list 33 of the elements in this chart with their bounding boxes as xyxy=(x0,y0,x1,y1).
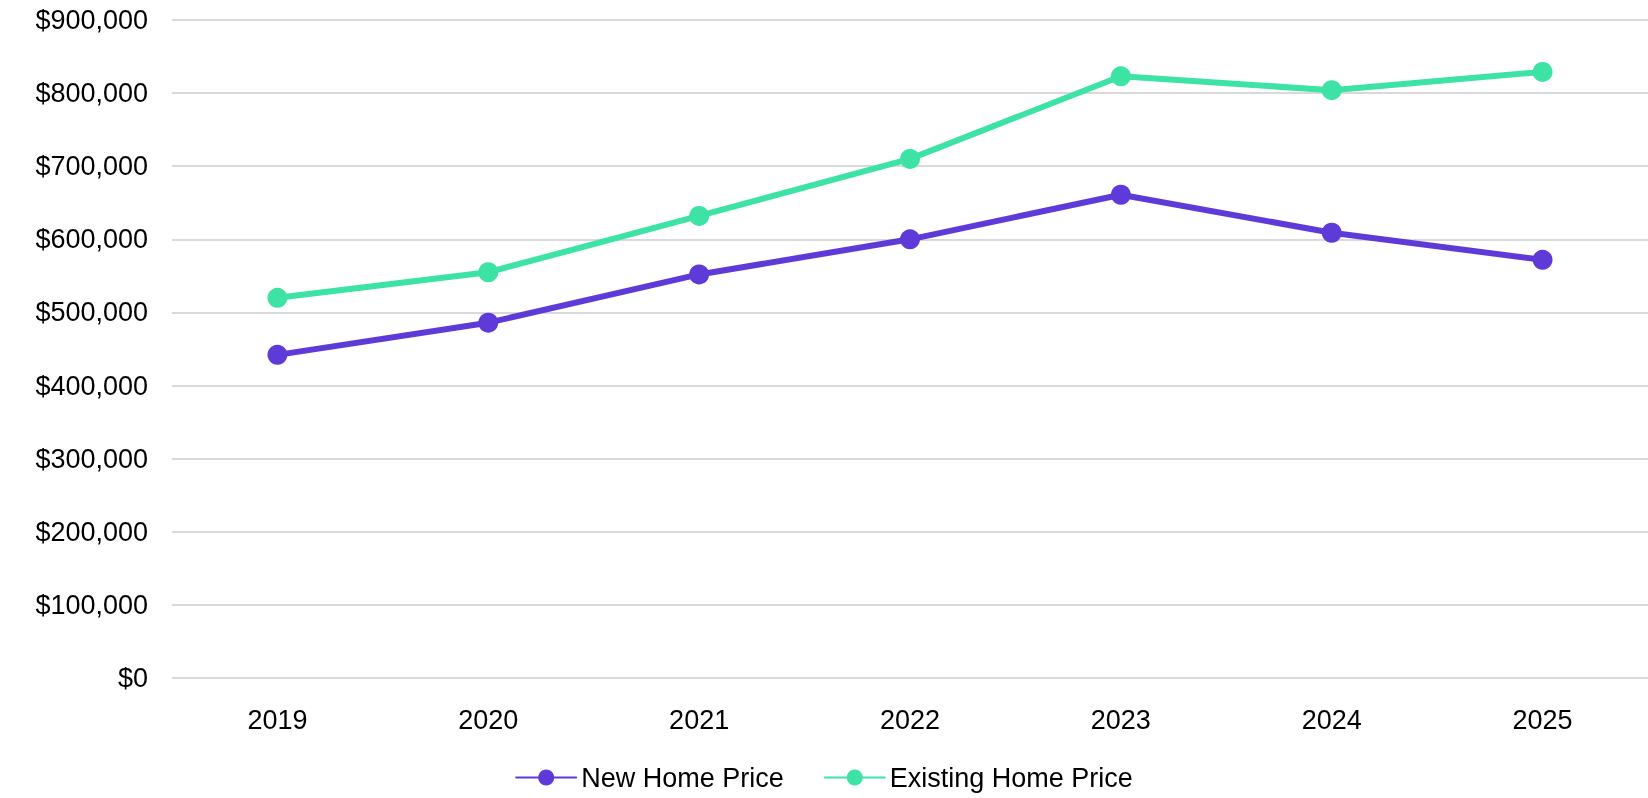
x-tick-label: 2021 xyxy=(669,704,730,735)
point xyxy=(1532,249,1553,270)
x-tick-label: 2024 xyxy=(1301,704,1362,735)
y-tick-label: $0 xyxy=(117,663,148,693)
point xyxy=(900,148,920,169)
x-tick-label: 2019 xyxy=(247,704,308,735)
point xyxy=(478,262,499,283)
legend-label: New Home Price xyxy=(581,762,784,793)
y-tick-label: $300,000 xyxy=(35,443,148,474)
y-tick-label: $400,000 xyxy=(35,370,148,401)
x-tick-label: 2023 xyxy=(1090,704,1151,735)
point xyxy=(1110,184,1131,205)
y-tick-label: $800,000 xyxy=(35,78,148,109)
point xyxy=(267,344,288,365)
point xyxy=(689,205,710,226)
point xyxy=(689,264,710,285)
legend-label: Existing Home Price xyxy=(889,762,1133,793)
x-tick-label: 2022 xyxy=(879,704,941,735)
point xyxy=(478,312,499,333)
x-tick-label: 2020 xyxy=(458,704,519,735)
point xyxy=(900,229,920,250)
point xyxy=(1110,66,1131,87)
point xyxy=(1321,80,1342,101)
point xyxy=(267,287,288,308)
point xyxy=(1532,61,1553,82)
y-tick-label: $900,000 xyxy=(35,5,148,35)
y-tick-label: $200,000 xyxy=(35,516,148,547)
y-tick-label: $600,000 xyxy=(35,224,148,255)
point xyxy=(1321,222,1342,243)
y-tick-label: $700,000 xyxy=(35,151,148,182)
y-tick-label: $100,000 xyxy=(35,589,148,620)
y-tick-label: $500,000 xyxy=(35,297,148,328)
x-tick-label: 2025 xyxy=(1512,704,1573,735)
